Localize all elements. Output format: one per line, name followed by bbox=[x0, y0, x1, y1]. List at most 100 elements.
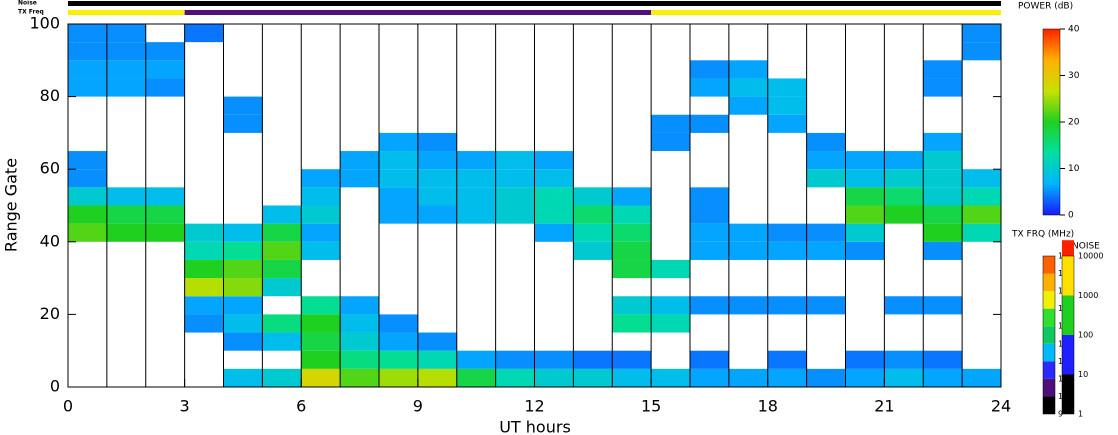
heatmap-cell bbox=[145, 187, 185, 206]
heatmap-cell bbox=[145, 78, 185, 97]
heatmap-cell bbox=[845, 187, 885, 206]
heatmap-cell bbox=[301, 314, 341, 333]
heatmap-cell bbox=[456, 169, 496, 188]
heatmap-cell bbox=[456, 151, 496, 170]
heatmap-cell bbox=[417, 332, 457, 351]
colorbar-segment bbox=[1043, 361, 1055, 379]
x-axis-label: UT hours bbox=[499, 418, 571, 435]
heatmap-cell bbox=[223, 114, 263, 133]
heatmap-cell bbox=[767, 114, 807, 133]
heatmap-cell bbox=[923, 78, 963, 97]
heatmap-cell bbox=[262, 314, 302, 333]
heatmap-cell bbox=[456, 187, 496, 206]
heatmap-cell bbox=[962, 223, 1001, 242]
heatmap-cell bbox=[923, 60, 963, 79]
x-tick-label: 12 bbox=[524, 397, 544, 416]
heatmap-cell bbox=[845, 241, 885, 260]
heatmap-cell bbox=[806, 151, 846, 170]
heatmap-cell bbox=[651, 368, 690, 387]
heatmap-cell bbox=[573, 350, 613, 369]
colorbar-segment bbox=[1043, 378, 1055, 397]
y-tick-label: 80 bbox=[40, 86, 60, 105]
heatmap-cell bbox=[379, 314, 418, 333]
colorbar-segment bbox=[1043, 396, 1055, 414]
colorbar-tick-label: 40 bbox=[1068, 25, 1080, 35]
heatmap-cell bbox=[962, 368, 1001, 387]
heatmap-cell bbox=[690, 205, 729, 224]
heatmap-cell bbox=[262, 241, 302, 260]
colorbar-tick-label: 9 bbox=[1058, 410, 1063, 419]
heatmap-cell bbox=[728, 296, 768, 315]
heatmap-cell bbox=[651, 132, 690, 152]
freq-colorbar-label: TX FRQ (MHz) bbox=[1011, 230, 1074, 240]
heatmap-cell bbox=[690, 368, 729, 387]
heatmap-cell bbox=[68, 60, 107, 79]
heatmap-cell bbox=[728, 60, 768, 79]
heatmap-cell bbox=[884, 296, 924, 315]
colorbar-segment bbox=[1062, 374, 1074, 414]
heatmap-cell bbox=[223, 259, 263, 279]
heatmap-cell bbox=[106, 205, 146, 224]
heatmap-cell bbox=[845, 350, 885, 369]
top-bar-segment bbox=[68, 10, 185, 15]
heatmap-cell bbox=[301, 169, 341, 188]
colorbar-segment bbox=[1043, 308, 1055, 327]
heatmap-cell bbox=[923, 187, 963, 206]
heatmap-cell bbox=[962, 24, 1001, 43]
heatmap-cell bbox=[612, 368, 652, 387]
heatmap-cell bbox=[379, 368, 418, 387]
heatmap-cell bbox=[68, 169, 107, 188]
heatmap-cell bbox=[68, 205, 107, 224]
colorbar-segment bbox=[1062, 240, 1074, 256]
x-tick-label: 3 bbox=[180, 397, 190, 416]
heatmap-cell bbox=[573, 187, 613, 206]
colorbar-tick-label: 20 bbox=[1068, 118, 1080, 128]
colorbar-tick-label: 30 bbox=[1068, 71, 1080, 81]
heatmap-cell bbox=[690, 241, 729, 260]
y-tick-label: 60 bbox=[40, 159, 60, 178]
heatmap-cell bbox=[806, 241, 846, 260]
x-tick-label: 0 bbox=[63, 397, 73, 416]
heatmap-cell bbox=[68, 24, 107, 43]
heatmap-cell bbox=[534, 205, 574, 224]
heatmap-cell bbox=[184, 314, 224, 333]
heatmap-cell bbox=[495, 368, 535, 387]
heatmap-cell bbox=[340, 350, 379, 369]
heatmap-cell bbox=[690, 187, 729, 206]
heatmap-cell bbox=[379, 187, 418, 206]
heatmap-cell bbox=[262, 332, 302, 351]
colorbar-segment bbox=[1043, 256, 1055, 274]
heatmap-cell bbox=[301, 223, 341, 242]
heatmap-cell bbox=[379, 205, 418, 224]
x-tick-label: 24 bbox=[991, 397, 1011, 416]
heatmap-cell bbox=[806, 296, 846, 315]
heatmap-cell bbox=[301, 350, 341, 369]
heatmap-cell bbox=[145, 42, 185, 61]
top-bar-label: TX Freq bbox=[18, 9, 44, 16]
heatmap-cell bbox=[223, 314, 263, 333]
heatmap-cell bbox=[767, 368, 807, 387]
heatmap-cell bbox=[651, 259, 690, 279]
heatmap-cell bbox=[184, 259, 224, 279]
heatmap-cell bbox=[417, 132, 457, 152]
top-bar-segment bbox=[184, 10, 652, 15]
colorbar-segment bbox=[1062, 335, 1074, 375]
x-tick-label: 21 bbox=[874, 397, 894, 416]
heatmap-cell bbox=[612, 187, 652, 206]
y-tick-label: 40 bbox=[40, 231, 60, 250]
heatmap-cell bbox=[301, 332, 341, 351]
heatmap-cell bbox=[923, 368, 963, 387]
heatmap-cell bbox=[612, 205, 652, 224]
heatmap-cell bbox=[573, 241, 613, 260]
x-tick-label: 9 bbox=[413, 397, 423, 416]
heatmap-cell bbox=[534, 169, 574, 188]
heatmap-cell bbox=[845, 169, 885, 188]
colorbar-frame bbox=[1042, 255, 1056, 415]
colorbar-segment bbox=[1062, 295, 1074, 335]
heatmap-cell bbox=[262, 259, 302, 279]
colorbar-tick-label: 100 bbox=[1078, 331, 1093, 340]
heatmap-cell bbox=[262, 368, 302, 387]
heatmap-cell bbox=[301, 187, 341, 206]
heatmap-cell bbox=[184, 223, 224, 242]
colorbar-segment bbox=[1062, 256, 1074, 296]
